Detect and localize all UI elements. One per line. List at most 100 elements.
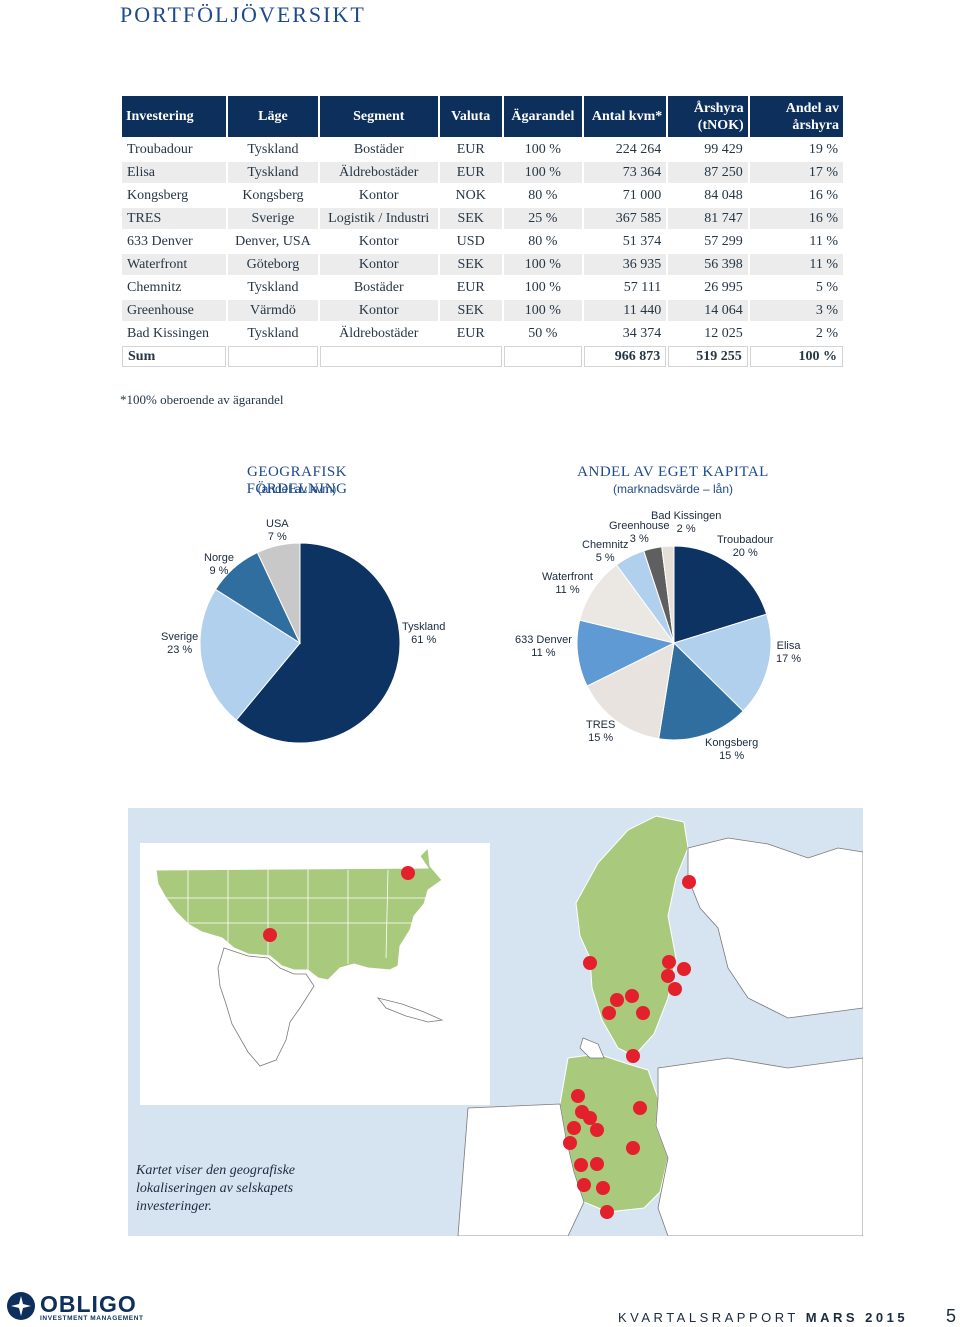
table-row: 633 Denver Denver, USA Kontor USD 80 % 5… xyxy=(122,231,843,252)
pie-label-waterfront: Waterfront 11 % xyxy=(542,571,593,597)
pie-label-name: Norge xyxy=(204,552,234,564)
col-header-lage: Läge xyxy=(228,96,318,137)
cell-segment: Kontor xyxy=(319,231,438,252)
cell-agarandel: 100 % xyxy=(503,277,583,298)
location-marker xyxy=(636,1006,650,1020)
sum-empty-cell xyxy=(319,346,502,367)
table-row: Troubadour Tyskland Bostäder EUR 100 % 2… xyxy=(122,139,843,160)
cell-andel: 11 % xyxy=(749,254,843,275)
caribbean-outline xyxy=(376,997,444,1023)
finland-russia-outline xyxy=(687,837,863,1019)
pie-label-633-denver: 633 Denver 11 % xyxy=(515,634,572,660)
cell-agarandel: 80 % xyxy=(503,231,583,252)
cell-antal-kvm: 34 374 xyxy=(584,323,667,344)
cell-valuta: SEK xyxy=(439,300,502,321)
geo-slice-usa xyxy=(256,542,301,644)
equity-slice-elisa xyxy=(673,613,772,712)
cell-lage: Värmdö xyxy=(228,300,318,321)
mexico-outline xyxy=(217,947,315,1067)
table-sum-row: Sum 966 873 519 255 100 % xyxy=(122,346,843,367)
cell-valuta: SEK xyxy=(439,254,502,275)
map-caption: Kartet viser den geografiske lokaliserin… xyxy=(136,1162,295,1216)
table-footnote: *100% oberoende av ägarandel xyxy=(120,392,284,407)
cell-valuta: USD xyxy=(439,231,502,252)
pie-label-bad-kissingen: Bad Kissingen 2 % xyxy=(651,510,721,536)
page-title: PORTFÖLJÖVERSIKT xyxy=(120,2,366,27)
table-row: Elisa Tyskland Äldrebostäder EUR 100 % 7… xyxy=(122,162,843,183)
col-header-agarandel: Ägarandel xyxy=(503,96,583,137)
cell-lage: Kongsberg xyxy=(228,185,318,206)
col-header-arshyra: Årshyra (tNOK) xyxy=(668,96,748,137)
cell-segment: Bostäder xyxy=(319,139,438,160)
cell-lage: Göteborg xyxy=(228,254,318,275)
pie-label-norge: Norge 9 % xyxy=(204,552,234,578)
cell-andel: 16 % xyxy=(749,185,843,206)
location-marker xyxy=(600,1205,614,1219)
pie-label-value: 15 % xyxy=(588,732,614,744)
sum-empty-cell xyxy=(503,346,583,367)
cell-agarandel: 100 % xyxy=(503,162,583,183)
report-label: KVARTALSRAPPORT MARS 2015 xyxy=(618,1310,908,1325)
table-header-row: Investering Läge Segment Valuta Ägarande… xyxy=(122,96,843,137)
portfolio-table: Investering Läge Segment Valuta Ägarande… xyxy=(120,94,845,369)
report-label-bold: MARS 2015 xyxy=(805,1310,909,1325)
location-marker xyxy=(563,1136,577,1150)
pie-label-troubadour: Troubadour 20 % xyxy=(717,534,773,560)
location-marker xyxy=(625,989,639,1003)
pie-label-name: Waterfront xyxy=(542,571,593,583)
cell-segment: Logistik / Industri xyxy=(319,208,438,229)
cell-segment: Kontor xyxy=(319,185,438,206)
location-marker xyxy=(583,956,597,970)
table-row: Chemnitz Tyskland Bostäder EUR 100 % 57 … xyxy=(122,277,843,298)
map-caption-line: Kartet viser den geografiske xyxy=(136,1163,296,1178)
cell-lage: Denver, USA xyxy=(228,231,318,252)
cell-lage: Tyskland xyxy=(228,162,318,183)
pie-label-value: 11 % xyxy=(531,647,556,659)
pie-label-greenhouse: Greenhouse 3 % xyxy=(609,520,670,546)
cell-andel: 11 % xyxy=(749,231,843,252)
cell-antal-kvm: 73 364 xyxy=(584,162,667,183)
map-panel xyxy=(128,808,863,1236)
location-marker xyxy=(590,1157,604,1171)
location-map xyxy=(140,815,863,1236)
denmark-outline xyxy=(579,1037,605,1059)
location-marker xyxy=(574,1158,588,1172)
cell-antal-kvm: 367 585 xyxy=(584,208,667,229)
report-label-light: KVARTALSRAPPORT xyxy=(618,1310,806,1325)
pie-label-name: Bad Kissingen xyxy=(651,510,722,522)
equity-slice-greenhouse xyxy=(643,546,675,644)
cell-agarandel: 80 % xyxy=(503,185,583,206)
sum-empty-cell xyxy=(228,346,318,367)
pie-label-name: 633 Denver xyxy=(515,634,572,646)
cell-investering: Bad Kissingen xyxy=(122,323,227,344)
equity-chart-title: ANDEL AV EGET KAPITAL xyxy=(577,464,769,480)
cell-antal-kvm: 36 935 xyxy=(584,254,667,275)
pie-label-name: Kongsberg xyxy=(705,737,759,749)
obligo-logo-subtitle: INVESTMENT MANAGEMENT xyxy=(40,1315,144,1322)
sum-arshyra: 519 255 xyxy=(668,346,748,367)
cell-arshyra: 99 429 xyxy=(668,139,748,160)
geo-slice-tyskland xyxy=(235,542,401,744)
cell-valuta: EUR xyxy=(439,162,502,183)
cell-antal-kvm: 71 000 xyxy=(584,185,667,206)
cell-investering: Waterfront xyxy=(122,254,227,275)
cell-andel: 19 % xyxy=(749,139,843,160)
eastern-europe-outline xyxy=(655,1057,863,1236)
cell-antal-kvm: 11 440 xyxy=(584,300,667,321)
pie-label-name: Tyskland xyxy=(402,621,446,633)
cell-antal-kvm: 224 264 xyxy=(584,139,667,160)
pie-label-value: 15 % xyxy=(719,750,745,762)
obligo-logo-icon xyxy=(7,1292,35,1320)
obligo-logo-text: OBLIGO xyxy=(40,1291,137,1317)
cell-segment: Kontor xyxy=(319,300,438,321)
location-marker xyxy=(571,1089,585,1103)
cell-valuta: EUR xyxy=(439,139,502,160)
pie-label-value: 3 % xyxy=(629,533,649,545)
location-marker xyxy=(610,993,624,1007)
cell-andel: 2 % xyxy=(749,323,843,344)
pie-label-sverige: Sverige 23 % xyxy=(161,631,198,657)
col-header-valuta: Valuta xyxy=(439,96,502,137)
cell-valuta: EUR xyxy=(439,323,502,344)
pie-label-usa: USA 7 % xyxy=(266,518,289,544)
col-header-andel-arshyra: Andel av årshyra xyxy=(749,96,843,137)
